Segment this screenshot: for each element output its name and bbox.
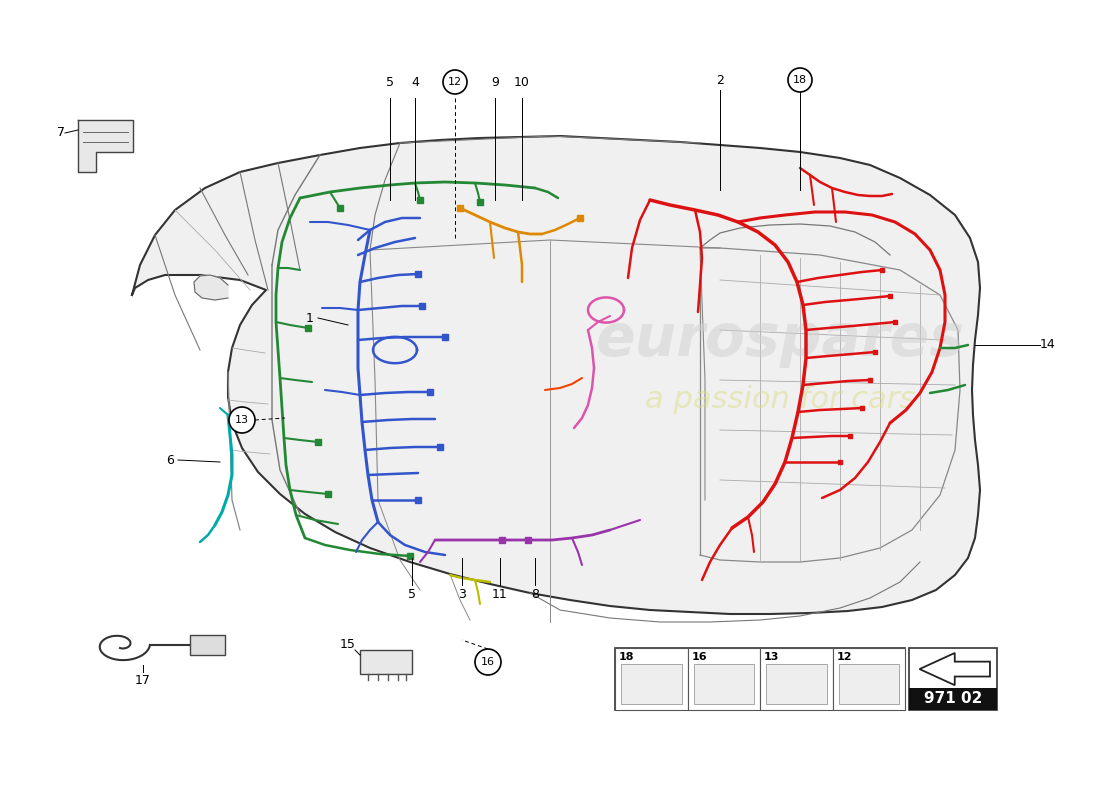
Text: 971 02: 971 02 — [924, 691, 982, 706]
Text: 1: 1 — [306, 311, 313, 325]
Text: 9: 9 — [491, 75, 499, 89]
Text: 10: 10 — [514, 75, 530, 89]
FancyBboxPatch shape — [760, 648, 833, 710]
Text: 16: 16 — [692, 652, 707, 662]
FancyBboxPatch shape — [909, 648, 997, 710]
FancyBboxPatch shape — [615, 648, 688, 710]
FancyBboxPatch shape — [360, 650, 412, 674]
Text: 12: 12 — [836, 652, 852, 662]
Text: 4: 4 — [411, 75, 419, 89]
FancyBboxPatch shape — [909, 688, 997, 710]
Polygon shape — [194, 275, 228, 300]
Circle shape — [788, 68, 812, 92]
Text: 13: 13 — [764, 652, 780, 662]
Text: 6: 6 — [166, 454, 174, 466]
FancyBboxPatch shape — [838, 664, 899, 704]
Text: 12: 12 — [448, 77, 462, 87]
Text: 5: 5 — [386, 75, 394, 89]
Text: 7: 7 — [57, 126, 65, 139]
Polygon shape — [132, 136, 980, 614]
Text: 16: 16 — [481, 657, 495, 667]
Circle shape — [475, 649, 500, 675]
FancyBboxPatch shape — [621, 664, 682, 704]
FancyBboxPatch shape — [688, 648, 760, 710]
Polygon shape — [78, 120, 133, 172]
FancyBboxPatch shape — [693, 664, 754, 704]
Text: 2: 2 — [716, 74, 724, 86]
Text: 8: 8 — [531, 589, 539, 602]
Text: 18: 18 — [619, 652, 635, 662]
FancyBboxPatch shape — [833, 648, 905, 710]
Text: 18: 18 — [793, 75, 807, 85]
Text: 14: 14 — [1041, 338, 1056, 351]
Text: 17: 17 — [135, 674, 151, 686]
FancyBboxPatch shape — [615, 648, 905, 710]
Text: eurospares: eurospares — [595, 311, 965, 369]
Text: a passion for cars: a passion for cars — [645, 386, 915, 414]
Text: 5: 5 — [408, 589, 416, 602]
Text: 15: 15 — [340, 638, 356, 651]
Circle shape — [443, 70, 468, 94]
Text: 3: 3 — [458, 589, 466, 602]
Polygon shape — [920, 653, 990, 685]
FancyBboxPatch shape — [766, 664, 826, 704]
Text: 13: 13 — [235, 415, 249, 425]
Circle shape — [229, 407, 255, 433]
Text: 11: 11 — [492, 589, 508, 602]
FancyBboxPatch shape — [190, 635, 226, 655]
